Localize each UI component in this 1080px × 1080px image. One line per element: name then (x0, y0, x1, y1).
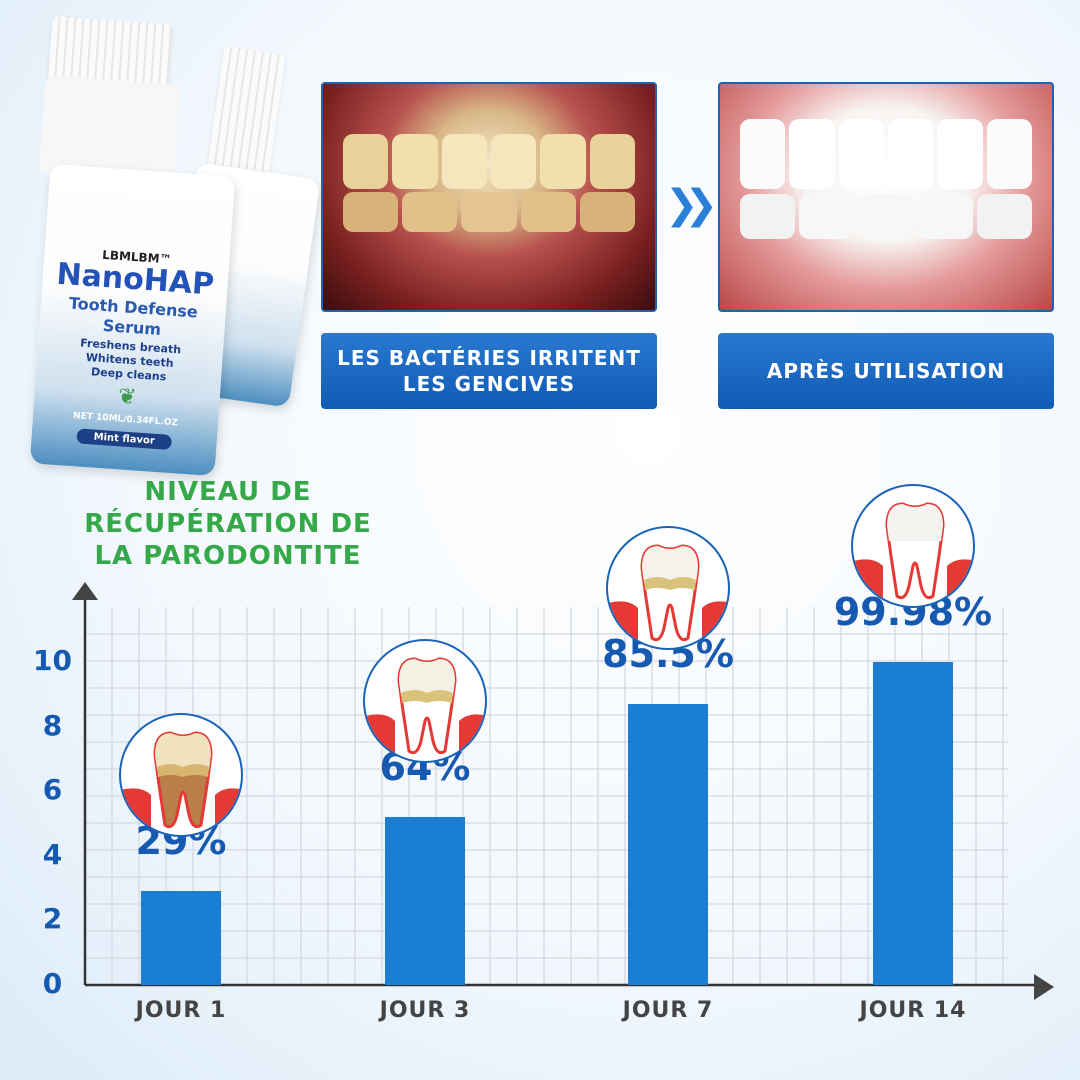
before-caption: LES BACTÉRIES IRRITENT LES GENCIVES (321, 333, 657, 409)
tooth-moderate-plaque-icon (363, 639, 487, 764)
x-tick-label: JOUR 14 (859, 998, 967, 1023)
after-photo (718, 82, 1054, 312)
chart-title: NIVEAU DE RÉCUPÉRATION DE LA PARODONTITE (84, 477, 372, 571)
y-tick-label: 10 (33, 644, 72, 677)
tooth-mild-plaque-icon (606, 525, 730, 650)
before-photo (321, 82, 657, 312)
y-tick-label: 2 (42, 902, 63, 936)
bar-jour-1 (141, 891, 221, 985)
tooth-healthy-icon (851, 484, 975, 608)
x-tick-label: JOUR 7 (622, 998, 714, 1023)
y-tick-label: 4 (42, 837, 63, 871)
tooth-severe-decay-icon (119, 713, 243, 838)
x-axis-arrow-icon (1034, 974, 1054, 1000)
y-tick-label: 8 (42, 708, 63, 742)
y-tick-label: 0 (42, 967, 63, 1000)
x-tick-label: JOUR 1 (135, 998, 227, 1023)
after-caption: APRÈS UTILISATION (718, 333, 1054, 409)
bar-jour-3 (385, 817, 465, 985)
bar-jour-14 (873, 662, 953, 985)
y-axis-arrow-icon (72, 582, 98, 600)
y-tick-label: 6 (42, 773, 63, 807)
x-tick-label: JOUR 3 (379, 998, 471, 1023)
bar-jour-7 (628, 703, 708, 985)
